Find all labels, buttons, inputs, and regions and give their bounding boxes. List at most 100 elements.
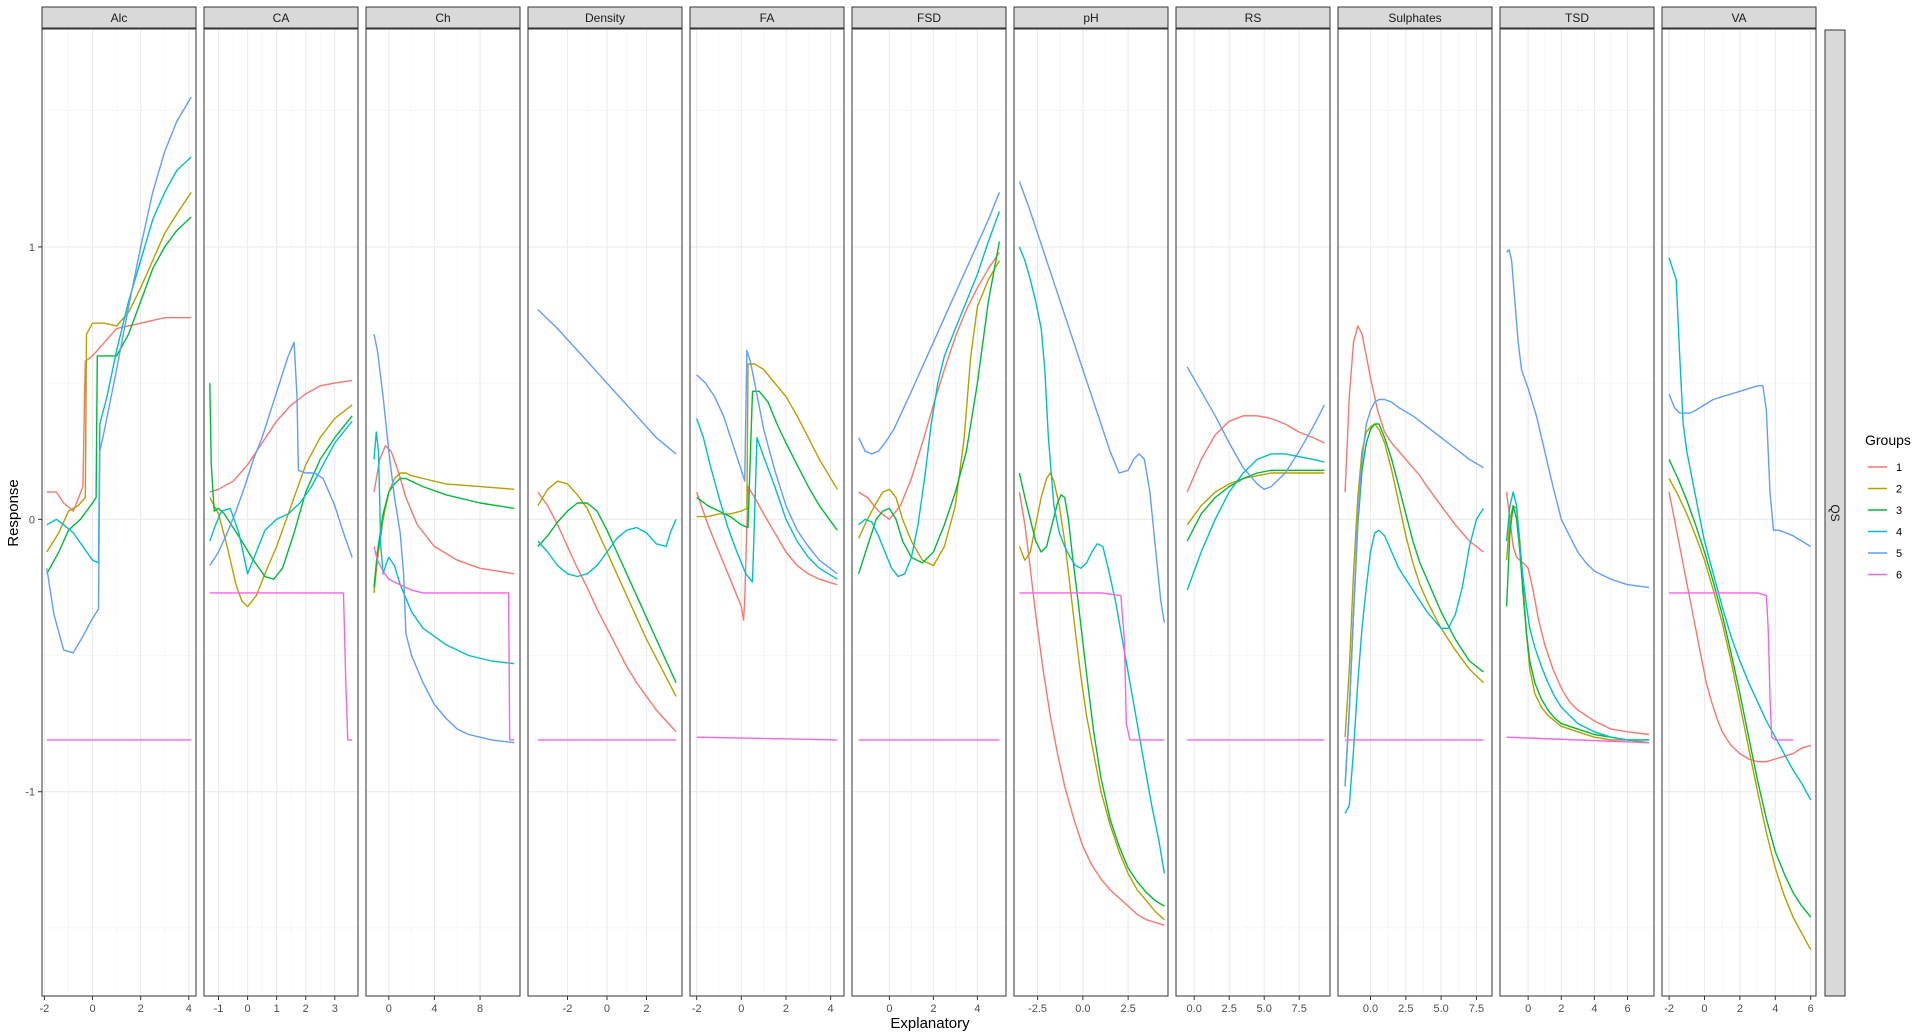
x-tick-label: 2 [930,1003,936,1015]
facet-strip [1499,6,1655,29]
x-tick-label: 0 [604,1003,610,1015]
series-line-group-3 [857,241,1001,575]
panel-border [1661,28,1817,997]
series-line-group-1 [858,252,1000,520]
facet-strip-label: pH [1083,11,1098,25]
facet-strip-label: VA [1731,11,1746,25]
facet-panel-alc: Alc -2 0 2 4 [40,6,197,1015]
panel-border [365,28,521,997]
x-tick-label: 2 [783,1003,789,1015]
series-line-group-2 [373,472,515,593]
panel-background [1014,29,1168,996]
facet-strip-label: TSD [1565,11,1589,25]
facet-panel-rs: RS 0.0 2.5 5.0 7.5 [1175,6,1331,1015]
series-line-group-1 [209,379,353,493]
series-line-group-2 [1668,478,1812,951]
facet-panel-density: Density -2 0 2 [527,6,683,1015]
x-tick-label: 0 [386,1003,392,1015]
panel-background [528,29,682,996]
series-line-group-3 [537,502,677,683]
facet-strip-label: Sulphates [1388,11,1441,25]
x-tick-label: 2 [1737,1003,1743,1015]
series-line-group-2 [209,404,353,608]
facet-strip [527,6,683,29]
x-tick-label: 2 [643,1003,649,1015]
x-tick-label: 2 [138,1003,144,1015]
panel-background [690,29,844,996]
series-line-group-2 [1186,472,1325,526]
series-line-group-2 [1344,423,1484,738]
x-tick-label: 2 [1558,1003,1564,1015]
series-line-group-3 [209,383,353,580]
x-tick-label: 5.0 [1257,1003,1272,1015]
facet-strip-label: Alc [111,11,128,25]
facet-panel-ph: pH -2.5 0.0 2.5 [1013,6,1169,1015]
series-line-group-2 [46,192,192,553]
panel-background [204,29,358,996]
x-tick-label: 2.5 [1120,1003,1135,1015]
panel-border [41,28,197,997]
series-line-group-5 [537,309,677,455]
x-tick-label: 4 [974,1003,980,1015]
x-tick-label: 6 [1624,1003,1630,1015]
series-line-group-5 [1186,366,1326,490]
x-tick-label: 3 [332,1003,338,1015]
facet-panel-fsd: FSD 0 2 4 [851,6,1007,1015]
x-tick-label: 1 [274,1003,280,1015]
series-line-group-5 [373,333,515,744]
x-tick-label: 0 [1525,1003,1531,1015]
series-line-group-5 [1668,385,1812,548]
panel-border [1499,28,1655,997]
y-tick-label: 0 [29,514,35,526]
x-tick-label: 2 [303,1003,309,1015]
series-line-group-4 [1018,246,1166,874]
y-tick-label: -1 [25,787,35,799]
series-line-group-6 [1669,592,1793,741]
x-tick-label: 7.5 [1292,1003,1307,1015]
series-line-group-3 [1505,505,1649,741]
panel-border [1013,28,1169,997]
facet-panel-ch: Ch 0 4 8 [365,6,521,1015]
x-tick-label: 7.5 [1469,1003,1484,1015]
x-tick-label: 8 [477,1003,483,1015]
panel-background [1176,29,1330,996]
legend-entry-label: 1 [1896,462,1902,474]
series-line-group-6 [696,736,838,741]
series-line-group-6 [1019,592,1165,741]
series-line-group-4 [373,431,515,665]
series-line-group-4 [858,211,1001,578]
x-tick-label: 2.5 [1222,1003,1237,1015]
facet-panel-tsd: TSD 0 2 4 6 [1499,6,1655,1015]
facet-strip [851,6,1007,29]
series-line-group-3 [1668,459,1812,918]
legend-entry-label: 2 [1896,484,1902,496]
series-line-group-1 [373,445,515,575]
x-tick-label: 0 [89,1003,95,1015]
facet-strip [1337,6,1493,29]
facet-strip [41,6,197,29]
x-axis-title: Explanatory [890,1015,970,1032]
x-tick-label: -1 [214,1003,224,1015]
facet-strip-label: Ch [435,11,450,25]
x-tick-label: 0.0 [1187,1003,1202,1015]
facet-panel-va: VA -2 0 2 4 6 [1661,6,1817,1015]
series-line-group-3 [1186,469,1325,542]
x-tick-label: -2 [40,1003,50,1015]
facet-panel-sulphates: Sulphates 0.0 2.5 5.0 7.5 [1337,6,1493,1015]
row-strip-label: QS [1828,504,1842,521]
y-tick-label: 1 [29,242,35,254]
row-strip-box [1824,29,1846,997]
series-line-group-5 [857,192,1001,455]
x-tick-label: 4 [186,1003,192,1015]
series-line-group-2 [696,363,838,518]
series-line-group-1 [1344,325,1484,553]
series-line-group-5 [1018,181,1166,623]
facet-strip [1013,6,1169,29]
series-line-group-3 [1018,472,1165,907]
series-line-group-4 [209,420,353,575]
panel-background [42,29,196,996]
series-line-group-2 [1505,505,1650,744]
legend-entry-label: 4 [1896,527,1902,539]
series-line-group-1 [46,317,192,512]
